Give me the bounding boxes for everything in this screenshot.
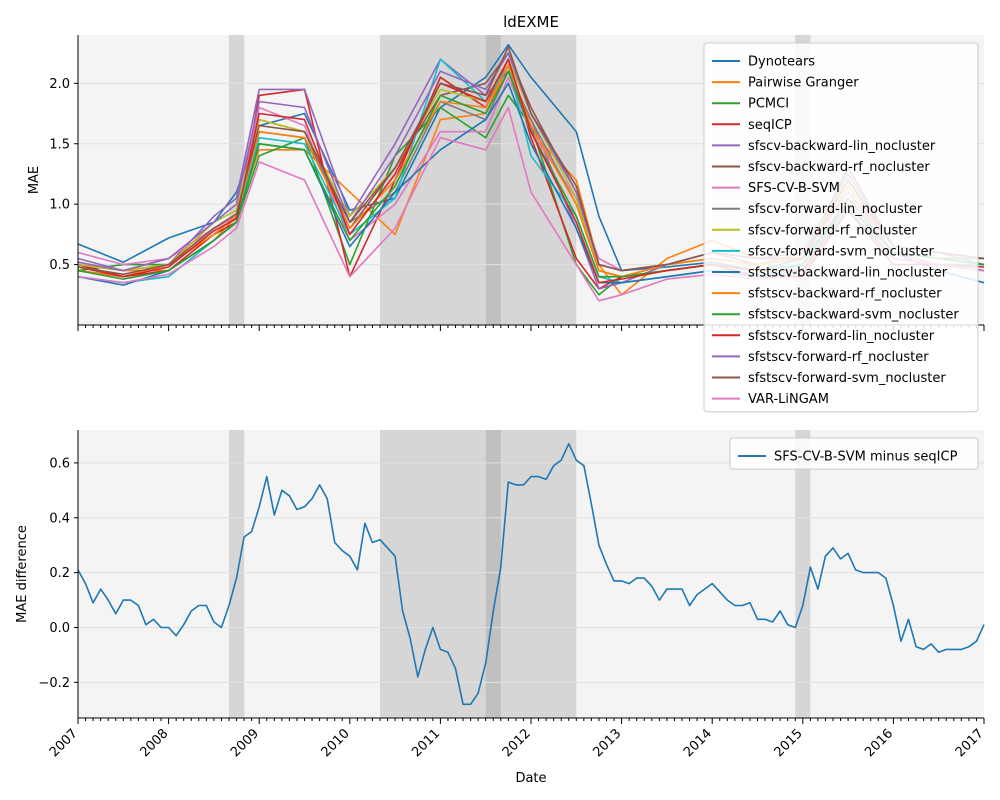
legend-label: sfscv-forward-lin_nocluster xyxy=(748,202,923,217)
y-tick-label: −0.2 xyxy=(38,676,70,691)
x-tick-label: 2011 xyxy=(409,726,443,760)
x-tick-label: 2017 xyxy=(953,726,987,760)
x-tick-label: 2014 xyxy=(681,726,715,760)
shaded-period xyxy=(485,430,501,718)
legend-label: sfscv-backward-lin_nocluster xyxy=(748,139,936,154)
legend-label: SFS-CV-B-SVM minus seqICP xyxy=(774,450,958,465)
legend-label: sfstscv-forward-svm_nocluster xyxy=(748,371,946,386)
y-axis-label: MAE xyxy=(27,166,42,194)
legend-box xyxy=(703,42,979,413)
x-tick-label: 2012 xyxy=(500,726,534,760)
x-axis-label: Date xyxy=(515,771,546,786)
y-tick-label: 1.0 xyxy=(49,198,70,213)
legend-label: sfscv-backward-rf_nocluster xyxy=(748,160,930,175)
x-tick-label: 2016 xyxy=(862,726,896,760)
series-line xyxy=(77,442,985,706)
legend-label: PCMCI xyxy=(748,97,789,112)
y-tick-label: 2.0 xyxy=(49,77,70,92)
legend-label: sfscv-forward-rf_nocluster xyxy=(748,223,917,238)
x-tick-label: 2015 xyxy=(772,726,806,760)
legend-label: Pairwise Granger xyxy=(748,76,859,91)
legend-label: sfstscv-forward-rf_nocluster xyxy=(748,350,929,365)
y-tick-label: 0.4 xyxy=(49,511,70,526)
legend-label: sfstscv-backward-rf_nocluster xyxy=(748,287,942,302)
y-tick-label: 0.5 xyxy=(49,258,70,273)
y-tick-label: 1.5 xyxy=(49,137,70,152)
plot-area-background xyxy=(78,430,984,718)
mae-chart: ldEXME 0.5 1.0 1.5 2.0 MAE Dynotears Pairwis… xyxy=(27,13,985,413)
shaded-period xyxy=(380,430,577,718)
y-tick-label: 0.0 xyxy=(49,621,70,636)
legend-label: sfstscv-backward-lin_nocluster xyxy=(748,266,948,281)
legend-label: VAR-LiNGAM xyxy=(748,392,829,407)
y-tick-label: 0.6 xyxy=(49,456,70,471)
shaded-period xyxy=(229,35,245,325)
x-tick-label: 2009 xyxy=(228,726,262,760)
x-tick-label: 2007 xyxy=(47,726,81,760)
legend-label: sfscv-forward-svm_nocluster xyxy=(748,244,935,259)
y-axis-label: MAE difference xyxy=(15,525,30,623)
legend-label: sfstscv-forward-lin_nocluster xyxy=(748,329,935,344)
y-tick-label: 0.2 xyxy=(49,566,70,581)
mae-difference-chart: −0.2 0.0 0.2 0.4 0.6 2007 2008 2009 2010 2011 2012… xyxy=(15,430,987,786)
x-tick-label: 2008 xyxy=(137,726,171,760)
x-tick-label: 2010 xyxy=(319,726,353,760)
x-tick-label: 2013 xyxy=(590,726,624,760)
legend-box xyxy=(729,437,979,470)
legend-label: Dynotears xyxy=(748,55,815,70)
legend-label: SFS-CV-B-SVM xyxy=(748,181,840,196)
legend-label: sfstscv-backward-svm_nocluster xyxy=(748,308,959,323)
legend-label: seqICP xyxy=(748,118,792,133)
chart-title: ldEXME xyxy=(503,13,559,31)
shaded-period xyxy=(795,430,811,718)
